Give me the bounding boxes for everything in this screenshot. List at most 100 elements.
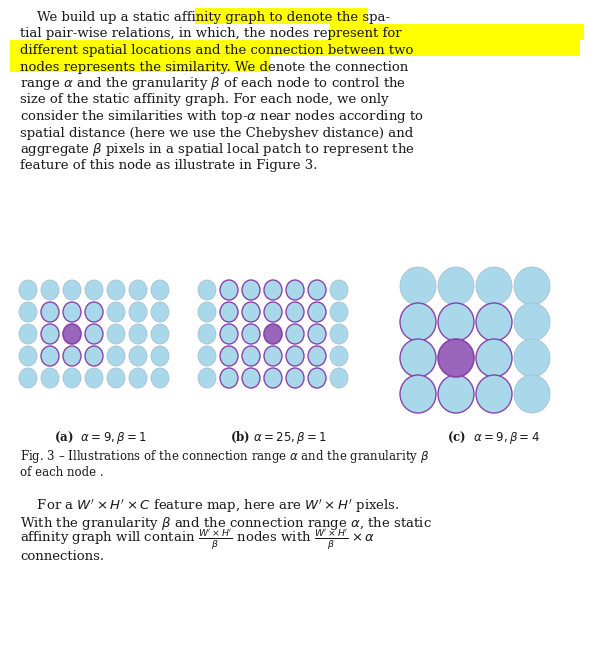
Ellipse shape [129, 368, 147, 388]
Ellipse shape [514, 303, 550, 341]
Ellipse shape [264, 302, 282, 322]
Ellipse shape [85, 280, 103, 300]
Ellipse shape [286, 302, 304, 322]
Ellipse shape [400, 339, 436, 377]
Text: connections.: connections. [20, 550, 104, 563]
Ellipse shape [264, 324, 282, 344]
Ellipse shape [41, 280, 59, 300]
Ellipse shape [330, 346, 348, 366]
Ellipse shape [107, 346, 125, 366]
Text: consider the similarities with top-$\alpha$ near nodes according to: consider the similarities with top-$\alp… [20, 108, 424, 125]
Ellipse shape [19, 280, 37, 300]
Text: spatial distance (here we use the Chebyshev distance) and: spatial distance (here we use the Chebys… [20, 127, 413, 140]
Ellipse shape [286, 280, 304, 300]
Ellipse shape [438, 339, 474, 377]
Ellipse shape [151, 302, 169, 322]
Ellipse shape [129, 280, 147, 300]
Ellipse shape [264, 280, 282, 300]
Text: feature of this node as illustrate in Figure 3.: feature of this node as illustrate in Fi… [20, 160, 317, 173]
Ellipse shape [400, 267, 436, 305]
Ellipse shape [85, 346, 103, 366]
Ellipse shape [476, 375, 512, 413]
Ellipse shape [220, 324, 238, 344]
Ellipse shape [198, 302, 216, 322]
Ellipse shape [151, 280, 169, 300]
Ellipse shape [264, 368, 282, 388]
Bar [195, 8, 368, 24]
Ellipse shape [308, 346, 326, 366]
Text: affinity graph will contain $\frac{W^{\prime} \times H^{\prime}}{\beta}$ nodes w: affinity graph will contain $\frac{W^{\p… [20, 528, 376, 552]
Ellipse shape [107, 302, 125, 322]
Ellipse shape [514, 267, 550, 305]
Ellipse shape [151, 346, 169, 366]
Ellipse shape [41, 346, 59, 366]
Ellipse shape [63, 368, 81, 388]
Text: of each node .: of each node . [20, 467, 104, 480]
Ellipse shape [438, 267, 474, 305]
Ellipse shape [19, 324, 37, 344]
Ellipse shape [220, 280, 238, 300]
Ellipse shape [19, 368, 37, 388]
Ellipse shape [151, 368, 169, 388]
Text: different spatial locations and the connection between two: different spatial locations and the conn… [20, 44, 413, 57]
Ellipse shape [476, 267, 512, 305]
Ellipse shape [476, 339, 512, 377]
Ellipse shape [198, 368, 216, 388]
Ellipse shape [63, 280, 81, 300]
Ellipse shape [198, 324, 216, 344]
Text: Fig. 3 – Illustrations of the connection range $\alpha$ and the granularity $\be: Fig. 3 – Illustrations of the connection… [20, 448, 430, 465]
Ellipse shape [41, 302, 59, 322]
Ellipse shape [85, 302, 103, 322]
Ellipse shape [330, 324, 348, 344]
Ellipse shape [198, 346, 216, 366]
Ellipse shape [242, 324, 260, 344]
Ellipse shape [330, 302, 348, 322]
Ellipse shape [19, 302, 37, 322]
Ellipse shape [242, 302, 260, 322]
Ellipse shape [151, 324, 169, 344]
Ellipse shape [129, 324, 147, 344]
Bar [330, 24, 584, 40]
Text: We build up a static affinity graph to denote the spa-: We build up a static affinity graph to d… [20, 11, 390, 24]
Ellipse shape [85, 324, 103, 344]
Ellipse shape [308, 324, 326, 344]
Ellipse shape [438, 375, 474, 413]
Ellipse shape [220, 346, 238, 366]
Ellipse shape [514, 339, 550, 377]
Ellipse shape [242, 346, 260, 366]
Text: range $\alpha$ and the granularity $\beta$ of each node to control the: range $\alpha$ and the granularity $\bet… [20, 75, 406, 92]
Ellipse shape [198, 280, 216, 300]
Text: With the granularity $\beta$ and the connection range $\alpha$, the static: With the granularity $\beta$ and the con… [20, 515, 432, 532]
Ellipse shape [41, 324, 59, 344]
Bar [10, 56, 270, 72]
Text: (c)  $\alpha = 9, \beta = 4$: (c) $\alpha = 9, \beta = 4$ [446, 429, 539, 446]
Text: size of the static affinity graph. For each node, we only: size of the static affinity graph. For e… [20, 93, 389, 106]
Ellipse shape [129, 346, 147, 366]
Text: (b) $\alpha = 25, \beta = 1$: (b) $\alpha = 25, \beta = 1$ [230, 429, 326, 446]
Ellipse shape [476, 303, 512, 341]
Ellipse shape [242, 280, 260, 300]
Ellipse shape [107, 368, 125, 388]
Ellipse shape [514, 375, 550, 413]
Ellipse shape [63, 324, 81, 344]
Ellipse shape [286, 346, 304, 366]
Bar [10, 40, 580, 56]
Ellipse shape [242, 368, 260, 388]
Ellipse shape [63, 302, 81, 322]
Ellipse shape [107, 324, 125, 344]
Ellipse shape [286, 368, 304, 388]
Ellipse shape [286, 324, 304, 344]
Text: (a)  $\alpha = 9, \beta = 1$: (a) $\alpha = 9, \beta = 1$ [53, 429, 146, 446]
Ellipse shape [308, 280, 326, 300]
Ellipse shape [330, 368, 348, 388]
Ellipse shape [400, 375, 436, 413]
Ellipse shape [63, 346, 81, 366]
Ellipse shape [220, 368, 238, 388]
Text: tial pair-wise relations, in which, the nodes represent for: tial pair-wise relations, in which, the … [20, 27, 401, 40]
Ellipse shape [41, 368, 59, 388]
Ellipse shape [264, 346, 282, 366]
Ellipse shape [107, 280, 125, 300]
Text: For a $W^{\prime} \times H^{\prime} \times C$ feature map, here are $W^{\prime} : For a $W^{\prime} \times H^{\prime} \tim… [20, 498, 400, 515]
Text: nodes represents the similarity. We denote the connection: nodes represents the similarity. We deno… [20, 60, 408, 73]
Ellipse shape [85, 368, 103, 388]
